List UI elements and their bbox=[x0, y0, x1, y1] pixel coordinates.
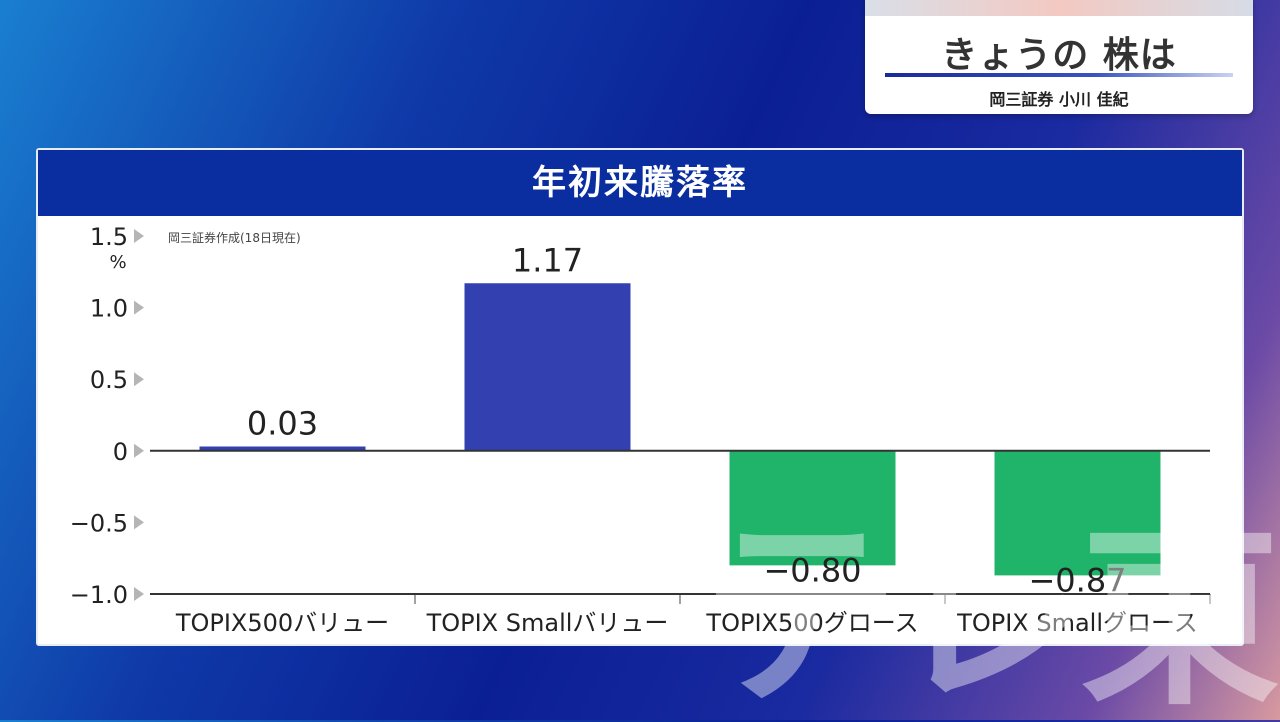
chart-title: 年初来騰落率 bbox=[38, 150, 1242, 216]
y-tick-marker bbox=[134, 300, 144, 315]
x-category-label: TOPIX500バリュー bbox=[175, 609, 389, 637]
x-category-label: TOPIX Smallグロース bbox=[956, 609, 1198, 637]
guest-name: 岡三証券 小川 佳紀 bbox=[989, 90, 1129, 109]
y-tick-label: 0 bbox=[113, 438, 128, 466]
y-tick-label: 0.5 bbox=[90, 366, 128, 394]
program-title: きょうの 株は bbox=[941, 35, 1177, 76]
x-category-label: TOPIX500グロース bbox=[705, 609, 918, 637]
x-category-label: TOPIX Smallバリュー bbox=[426, 609, 669, 637]
y-tick-marker bbox=[134, 372, 144, 387]
y-tick-label: 1.5 bbox=[90, 223, 128, 251]
bar bbox=[994, 450, 1161, 576]
y-tick-label: 1.0 bbox=[90, 295, 128, 323]
badge-divider bbox=[885, 73, 1233, 77]
bar bbox=[464, 283, 631, 451]
y-axis-unit: % bbox=[109, 252, 126, 273]
bar bbox=[199, 446, 366, 451]
y-tick-label: −1.0 bbox=[70, 581, 128, 609]
y-tick-marker bbox=[134, 229, 144, 243]
bar-value-label: −0.80 bbox=[763, 551, 861, 589]
bar-value-label: 0.03 bbox=[247, 405, 318, 443]
chart-area: 1.5 1.0 0.5 0 −0.5 −1.0% 岡三証券作成(18日現在) 0.03 TOPI… bbox=[70, 223, 1211, 637]
source-note: 岡三証券作成(18日現在) bbox=[168, 230, 301, 245]
program-badge: きょうの 株は 岡三証券 小川 佳紀 bbox=[865, 0, 1253, 114]
y-tick-marker bbox=[134, 587, 144, 601]
chart-panel: 年初来騰落率 1.5 1.0 0.5 0 −0.5 −1.0% 岡三証券作成(18日現在) 0… bbox=[36, 148, 1244, 646]
bar bbox=[729, 450, 896, 566]
y-tick-marker bbox=[134, 443, 144, 458]
y-tick-marker bbox=[134, 515, 144, 530]
badge-top-bar bbox=[865, 0, 1253, 16]
y-tick-label: −0.5 bbox=[70, 509, 128, 537]
bar-value-label: 1.17 bbox=[512, 241, 583, 279]
